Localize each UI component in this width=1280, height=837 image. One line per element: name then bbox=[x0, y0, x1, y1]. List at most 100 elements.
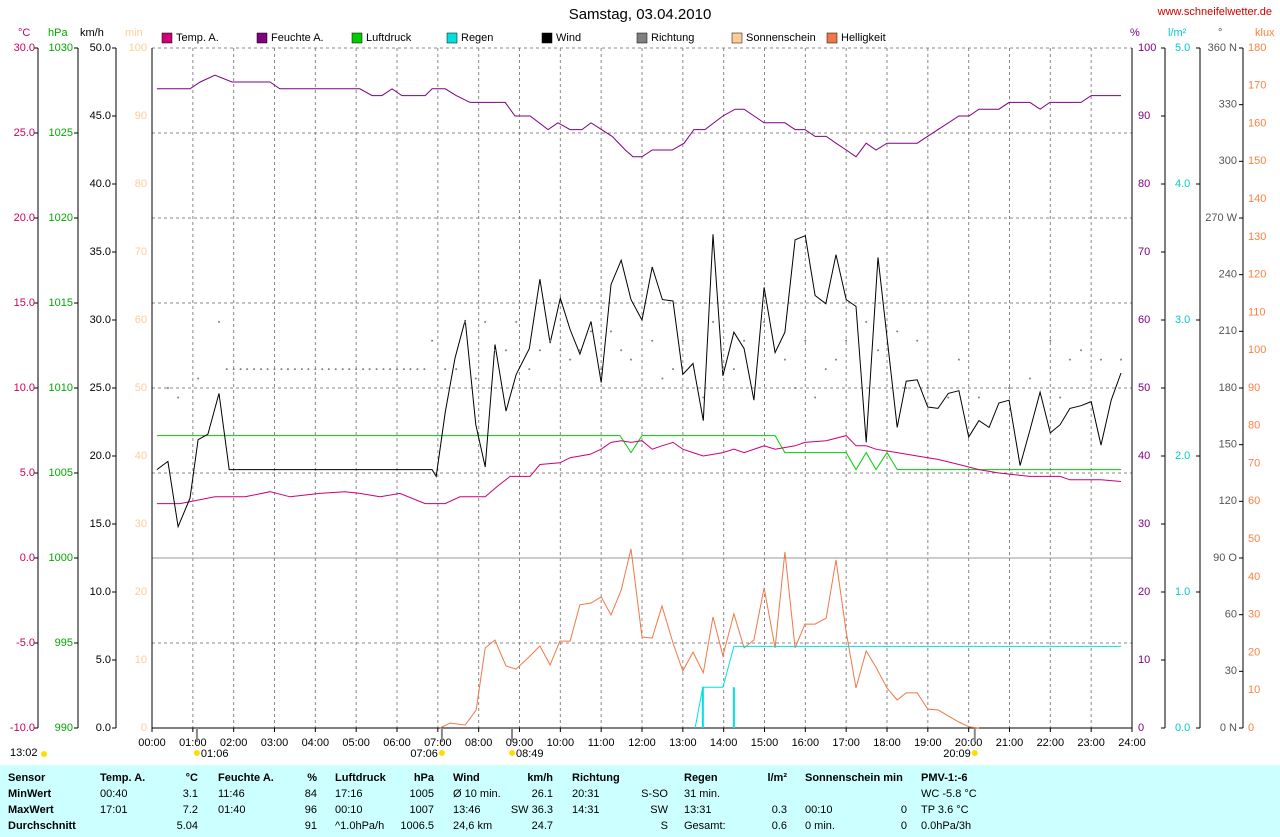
table-cell: 91 bbox=[305, 820, 317, 832]
direction-dot bbox=[834, 358, 837, 361]
table-cell: 26.1 bbox=[532, 788, 553, 800]
direction-dot bbox=[389, 368, 392, 371]
y-tick-label: 60 bbox=[1225, 609, 1237, 621]
direction-dot bbox=[300, 368, 303, 371]
y-tick-label: 70 bbox=[1248, 457, 1260, 469]
y-tick-label: 10.0 bbox=[14, 382, 35, 394]
table-header: Sensor bbox=[8, 772, 46, 784]
table-cell: 7.2 bbox=[183, 804, 198, 816]
direction-dot bbox=[253, 368, 256, 371]
y-tick-label: 330 bbox=[1219, 99, 1237, 111]
table-header: l/m² bbox=[767, 772, 787, 784]
table-cell: S bbox=[661, 820, 668, 832]
axis-unit: min bbox=[125, 27, 143, 39]
y-tick-label: 5.0 bbox=[1175, 42, 1190, 54]
direction-dot bbox=[1049, 339, 1052, 342]
direction-dot bbox=[307, 368, 310, 371]
table-cell: 1007 bbox=[410, 804, 434, 816]
legend-label: Helligkeit bbox=[841, 32, 886, 44]
legend-label: Temp. A. bbox=[176, 32, 219, 44]
y-tick-label: 180 bbox=[1219, 382, 1237, 394]
annotation-sun bbox=[438, 750, 445, 756]
legend-label: Richtung bbox=[651, 32, 694, 44]
y-tick-label: 140 bbox=[1248, 193, 1266, 205]
direction-dot bbox=[416, 368, 419, 371]
series-line bbox=[694, 645, 1121, 729]
chart-title: Samstag, 03.04.2010 bbox=[569, 6, 712, 23]
table-cell: 84 bbox=[305, 788, 317, 800]
y-tick-label: 120 bbox=[1248, 269, 1266, 281]
y-tick-label: 100 bbox=[1138, 42, 1156, 54]
direction-dot bbox=[409, 368, 412, 371]
direction-dot bbox=[1099, 358, 1102, 361]
legend-swatch bbox=[541, 32, 553, 44]
y-tick-label: 150 bbox=[1219, 439, 1237, 451]
direction-dot bbox=[455, 368, 458, 371]
y-tick-label: -10.0 bbox=[10, 722, 35, 734]
y-tick-label: 30 bbox=[1225, 665, 1237, 677]
table-header: km/h bbox=[527, 772, 553, 784]
y-tick-label: 30 bbox=[1248, 609, 1260, 621]
direction-dot bbox=[763, 320, 766, 323]
direction-dot bbox=[368, 368, 371, 371]
table-cell: Gesamt: bbox=[684, 820, 726, 832]
x-tick-label: 11:00 bbox=[588, 737, 615, 749]
y-tick-label: 50 bbox=[1138, 382, 1150, 394]
y-tick-label: 50 bbox=[135, 382, 147, 394]
legend-label: Sonnenschein bbox=[746, 32, 816, 44]
direction-dot bbox=[239, 368, 242, 371]
table-cell: WC -5.8 °C bbox=[921, 788, 977, 800]
direction-dot bbox=[293, 368, 296, 371]
y-tick-label: 40 bbox=[1138, 450, 1150, 462]
time-label: 13:02 bbox=[10, 747, 38, 759]
table-cell: 1005 bbox=[410, 788, 434, 800]
table-cell: 17:16 bbox=[335, 788, 363, 800]
y-tick-label: 40.0 bbox=[90, 178, 111, 190]
y-tick-label: 80 bbox=[135, 178, 147, 190]
y-tick-label: 20.0 bbox=[14, 212, 35, 224]
table-header: Sonnenschein min bbox=[805, 772, 903, 784]
x-tick-label: 22:00 bbox=[1037, 737, 1065, 749]
y-tick-label: 1.0 bbox=[1175, 586, 1190, 598]
x-tick-label: 04:00 bbox=[302, 737, 330, 749]
table-cell: 5.04 bbox=[177, 820, 198, 832]
direction-dot bbox=[804, 339, 807, 342]
direction-dot bbox=[423, 368, 426, 371]
y-tick-label: 4.0 bbox=[1175, 178, 1190, 190]
table-cell: 1006.5 bbox=[400, 820, 434, 832]
y-tick-label: 30.0 bbox=[14, 42, 35, 54]
series-line bbox=[439, 548, 979, 729]
direction-dot bbox=[1079, 349, 1082, 352]
y-tick-label: -5.0 bbox=[16, 637, 35, 649]
table-header: Feuchte A. bbox=[218, 772, 274, 784]
x-tick-label: 17:00 bbox=[832, 737, 860, 749]
annotation-sun bbox=[509, 750, 516, 756]
direction-dot bbox=[286, 368, 289, 371]
x-tick-label: 01:00 bbox=[179, 737, 207, 749]
direction-dot bbox=[865, 320, 868, 323]
y-tick-label: 40 bbox=[135, 450, 147, 462]
y-tick-label: 1030 bbox=[49, 42, 73, 54]
y-tick-label: 0 bbox=[1248, 722, 1254, 734]
direction-dot bbox=[651, 339, 654, 342]
x-tick-label: 14:00 bbox=[710, 737, 738, 749]
direction-dot bbox=[1119, 358, 1122, 361]
table-cell: 01:40 bbox=[218, 804, 246, 816]
table-cell: 13:31 bbox=[684, 804, 712, 816]
y-tick-label: 110 bbox=[1248, 306, 1266, 318]
direction-dot bbox=[578, 349, 581, 352]
y-tick-label: 0.0 bbox=[96, 722, 111, 734]
y-tick-label: 25.0 bbox=[14, 127, 35, 139]
y-tick-label: 130 bbox=[1248, 231, 1266, 243]
series-line bbox=[156, 435, 1122, 505]
y-tick-label: 120 bbox=[1219, 495, 1237, 507]
y-tick-label: 5.0 bbox=[20, 467, 35, 479]
y-tick-label: 0 bbox=[141, 722, 147, 734]
direction-dot bbox=[396, 368, 398, 371]
table-cell: Durchschnitt bbox=[8, 820, 76, 832]
table-cell: 0 min. bbox=[805, 820, 835, 832]
direction-dot bbox=[681, 339, 684, 342]
y-tick-label: 150 bbox=[1248, 155, 1266, 167]
annotation-label: 01:06 bbox=[201, 748, 229, 760]
annotation-label: 20:09 bbox=[943, 748, 971, 760]
